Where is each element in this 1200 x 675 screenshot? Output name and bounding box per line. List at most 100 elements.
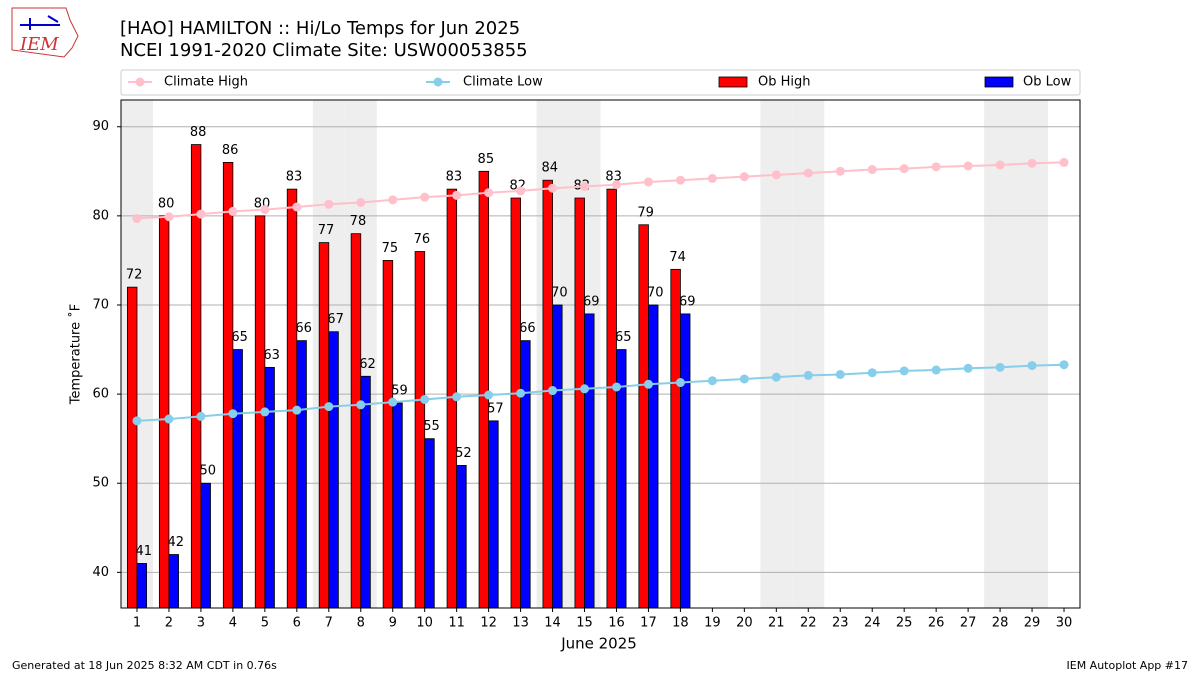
marker — [963, 363, 973, 373]
marker — [611, 180, 621, 190]
marker — [803, 370, 813, 380]
bar — [382, 260, 394, 609]
bar — [520, 340, 531, 609]
marker — [420, 192, 430, 202]
marker — [675, 175, 685, 185]
y-tick-label: 50 — [92, 476, 109, 491]
y-tick-label: 90 — [92, 119, 109, 134]
marker — [771, 372, 781, 382]
legend-label: Ob High — [758, 75, 811, 90]
marker — [1059, 360, 1069, 370]
weekend-shade — [1016, 100, 1049, 608]
data-label: 66 — [295, 321, 312, 336]
data-label: 88 — [190, 125, 207, 140]
x-tick-label: 9 — [389, 616, 397, 631]
marker — [643, 379, 653, 389]
marker — [388, 397, 398, 407]
bar — [488, 420, 499, 609]
data-label: 55 — [423, 419, 440, 434]
legend-marker — [135, 77, 145, 87]
marker — [356, 400, 366, 410]
marker — [548, 183, 558, 193]
bar — [680, 313, 691, 609]
marker — [707, 173, 717, 183]
x-tick-label: 20 — [736, 616, 753, 631]
bar — [286, 188, 298, 609]
bar — [510, 197, 521, 609]
data-label: 78 — [350, 214, 367, 229]
x-tick-label: 10 — [416, 616, 433, 631]
marker — [580, 181, 590, 191]
data-label: 41 — [136, 544, 153, 559]
data-label: 50 — [199, 464, 216, 479]
legend-swatch — [984, 76, 1014, 88]
bar — [126, 286, 138, 609]
y-tick-label: 70 — [92, 297, 109, 312]
x-tick-label: 4 — [229, 616, 237, 631]
marker — [899, 164, 909, 174]
bar — [574, 197, 585, 609]
chart-title: [HAO] HAMILTON :: Hi/Lo Temps for Jun 20… — [120, 18, 520, 39]
marker — [164, 414, 174, 424]
data-label: 65 — [231, 330, 248, 345]
bar — [232, 349, 243, 609]
logo-outline — [11, 7, 79, 58]
bar — [200, 482, 211, 609]
data-label: 72 — [126, 268, 143, 283]
marker — [452, 392, 462, 402]
marker — [324, 199, 334, 209]
marker — [484, 188, 494, 198]
data-label: 52 — [455, 446, 472, 461]
x-tick-label: 21 — [768, 616, 785, 631]
bar — [478, 170, 490, 609]
x-tick-label: 28 — [992, 616, 1009, 631]
weekend-shade — [792, 100, 825, 608]
marker — [835, 166, 845, 176]
y-tick-label: 60 — [92, 387, 109, 402]
marker — [739, 172, 749, 182]
logo-text: IEM — [19, 34, 59, 55]
data-label: 76 — [414, 232, 431, 247]
x-tick-label: 8 — [357, 616, 365, 631]
plot-frame — [120, 99, 1081, 609]
bar — [136, 563, 147, 609]
x-tick-label: 12 — [480, 616, 497, 631]
marker — [771, 170, 781, 180]
x-tick-label: 15 — [576, 616, 593, 631]
x-axis-label: June 2025 — [560, 635, 637, 653]
x-tick-label: 29 — [1024, 616, 1041, 631]
data-label: 65 — [615, 330, 632, 345]
data-label: 83 — [286, 170, 303, 185]
marker — [803, 168, 813, 178]
marker — [995, 160, 1005, 170]
x-tick-label: 17 — [640, 616, 657, 631]
x-tick-label: 26 — [928, 616, 945, 631]
bar — [648, 304, 659, 609]
x-tick-label: 23 — [832, 616, 849, 631]
marker — [643, 177, 653, 187]
data-label: 69 — [679, 294, 696, 309]
marker — [835, 369, 845, 379]
marker — [324, 402, 334, 412]
data-label: 62 — [359, 357, 376, 372]
chart-subtitle: NCEI 1991-2020 Climate Site: USW00053855 — [120, 40, 528, 61]
data-label: 70 — [647, 285, 664, 300]
legend-label: Climate Low — [463, 75, 543, 90]
marker — [1059, 157, 1069, 167]
logo-icon — [20, 15, 60, 30]
marker — [516, 186, 526, 196]
marker — [1027, 158, 1037, 168]
x-tick-label: 22 — [800, 616, 817, 631]
marker — [452, 190, 462, 200]
data-label: 70 — [551, 285, 568, 300]
marker — [164, 212, 174, 222]
marker — [963, 161, 973, 171]
legend-label: Ob Low — [1023, 75, 1072, 90]
data-label: 57 — [487, 401, 504, 416]
bar — [360, 375, 371, 609]
bar — [392, 402, 403, 609]
y-axis-label: Temperature ˚F — [68, 304, 84, 405]
marker — [260, 205, 270, 215]
marker — [931, 162, 941, 172]
